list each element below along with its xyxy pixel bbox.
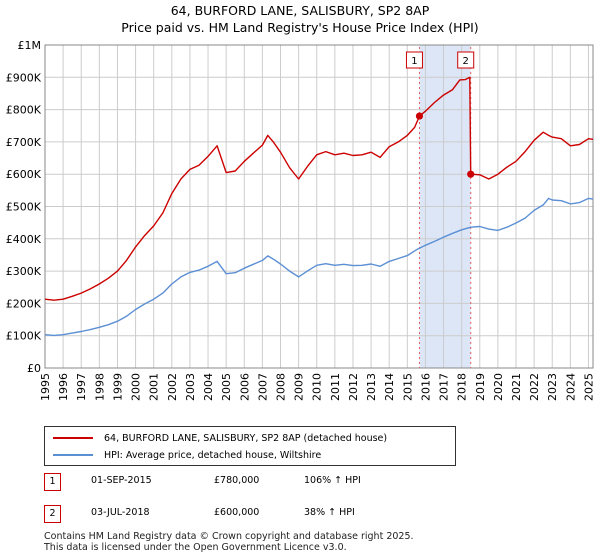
x-tick-label: 2025	[582, 373, 595, 401]
x-tick-label: 2003	[184, 373, 197, 401]
sale-label-number: 1	[411, 56, 417, 67]
x-tick-label: 2019	[474, 373, 487, 401]
x-tick-label: 2000	[130, 373, 143, 401]
transaction-hpi: 38% ↑ HPI	[304, 507, 355, 518]
legend-swatch-hpi	[53, 454, 93, 456]
y-tick-label: £100K	[6, 330, 42, 343]
x-tick-label: 2006	[238, 373, 251, 401]
x-tick-label: 2018	[456, 373, 469, 401]
x-tick-label: 2007	[256, 373, 269, 401]
y-tick-label: £500K	[6, 201, 42, 214]
x-tick-label: 2010	[311, 373, 324, 401]
x-tick-label: 2022	[528, 373, 541, 401]
x-tick-label: 1997	[75, 373, 88, 401]
x-tick-label: 2004	[202, 373, 215, 401]
legend-swatch-price	[53, 437, 93, 439]
x-tick-label: 1998	[93, 373, 106, 401]
transaction-hpi: 106% ↑ HPI	[304, 475, 361, 486]
x-tick-label: 2009	[293, 373, 306, 401]
plot-border	[44, 44, 594, 369]
y-tick-label: £200K	[6, 297, 42, 310]
x-tick-label: 2005	[220, 373, 233, 401]
footer: Contains HM Land Registry data © Crown c…	[44, 531, 414, 553]
sale-point	[415, 112, 424, 120]
y-tick-label: £600K	[6, 168, 42, 181]
x-tick-label: 2017	[438, 373, 451, 401]
transaction-date: 03-JUL-2018	[91, 507, 150, 518]
sale-point	[467, 170, 475, 178]
x-tick-label: 2001	[148, 373, 161, 401]
x-tick-label: 2023	[546, 373, 559, 401]
y-tick-label: £700K	[6, 136, 42, 149]
x-tick-label: 2013	[365, 373, 378, 401]
transaction-price: £600,000	[214, 507, 260, 518]
x-tick-label: 2015	[401, 373, 414, 401]
transaction-date: 01-SEP-2015	[91, 475, 152, 486]
x-tick-label: 1995	[39, 373, 52, 401]
transaction-badge: 1	[44, 473, 61, 491]
x-tick-label: 2016	[419, 373, 432, 401]
footer-line-1: Contains HM Land Registry data © Crown c…	[44, 531, 414, 542]
price-chart: £0 £100K £200K £300K £400K £500K £600K £700K £80…	[6, 39, 596, 401]
x-tick-label: 2014	[383, 373, 396, 401]
y-tick-label: £300K	[6, 265, 42, 278]
x-tick-label: 2008	[275, 373, 288, 401]
price-series-line	[44, 76, 594, 301]
sale-label-number: 2	[463, 56, 469, 67]
x-tick-label: 2020	[492, 373, 505, 401]
x-tick-label: 2012	[347, 373, 360, 401]
legend: 64, BURFORD LANE, SALISBURY, SP2 8AP (de…	[44, 426, 456, 466]
hpi-series-line	[44, 197, 594, 337]
footer-line-2: This data is licensed under the Open Gov…	[44, 542, 347, 553]
x-tick-label: 1999	[111, 373, 124, 401]
legend-item-price: 64, BURFORD LANE, SALISBURY, SP2 8AP (de…	[53, 430, 387, 446]
sale-label-box	[405, 51, 423, 69]
chart-title: 64, BURFORD LANE, SALISBURY, SP2 8AP Pri…	[0, 2, 600, 36]
y-tick-label: £0	[27, 362, 41, 375]
legend-item-hpi: HPI: Average price, detached house, Wilt…	[53, 447, 321, 463]
y-tick-label: £900K	[6, 71, 42, 84]
y-tick-label: £1M	[18, 39, 42, 52]
legend-label-price: 64, BURFORD LANE, SALISBURY, SP2 8AP (de…	[104, 432, 388, 444]
transaction-price: £780,000	[214, 475, 260, 486]
x-tick-label: 2021	[510, 373, 523, 401]
sale-label-box	[457, 51, 475, 69]
title-line-1: 64, BURFORD LANE, SALISBURY, SP2 8AP	[170, 3, 430, 18]
x-tick-label: 2002	[166, 373, 179, 401]
title-line-2: Price paid vs. HM Land Registry's House …	[121, 20, 479, 35]
x-tick-label: 1996	[57, 373, 70, 401]
x-tick-label: 2011	[329, 373, 342, 401]
y-tick-label: £800K	[6, 104, 42, 117]
legend-label-hpi: HPI: Average price, detached house, Wilt…	[104, 449, 322, 461]
transaction-badge: 2	[44, 505, 61, 523]
y-tick-label: £400K	[6, 233, 42, 246]
x-tick-label: 2024	[564, 373, 577, 401]
